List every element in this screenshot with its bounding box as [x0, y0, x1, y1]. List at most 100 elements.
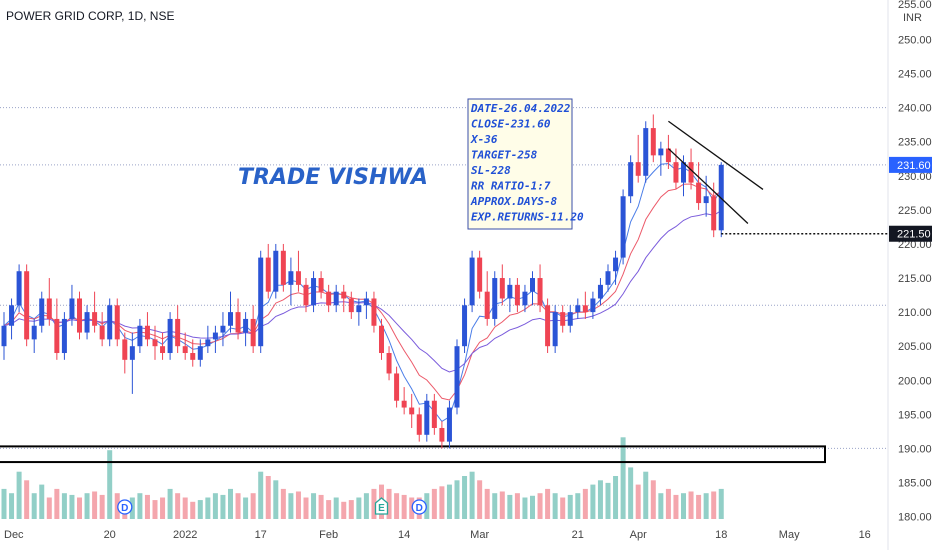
- volume-bar: [469, 471, 475, 519]
- candle: [597, 278, 603, 306]
- candle: [205, 325, 211, 354]
- volume-bar: [137, 493, 143, 519]
- candle: [114, 298, 120, 347]
- volume-bar: [567, 494, 573, 519]
- candle-body: [182, 346, 188, 354]
- volume-bar: [341, 501, 347, 519]
- candle: [99, 312, 105, 347]
- volume-bar: [582, 488, 588, 519]
- candle-body: [341, 291, 347, 299]
- volume-bar: [99, 494, 105, 519]
- x-tick-label: 2022: [173, 529, 197, 541]
- candle-body: [530, 278, 535, 292]
- annotation-box: DATE-26.04.2022 CLOSE-231.60 X-36 TARGET-25…: [467, 98, 584, 230]
- volume-bar: [303, 497, 309, 519]
- candle-body: [688, 162, 694, 183]
- candle-body: [597, 284, 603, 299]
- candles: [1, 114, 724, 449]
- candle: [273, 243, 279, 299]
- candle: [160, 332, 166, 360]
- volume-bar: [235, 493, 241, 519]
- volume-bar: [371, 488, 377, 519]
- volume-bar: [311, 493, 317, 519]
- volume-bar: [431, 488, 437, 519]
- y-tick-label: 205.00: [898, 341, 932, 353]
- candle: [228, 291, 233, 333]
- volume-bar: [31, 493, 37, 519]
- volume-bar: [665, 488, 671, 519]
- candle-body: [318, 278, 324, 292]
- x-tick-label: Mar: [470, 529, 489, 541]
- candle: [545, 298, 551, 354]
- candle-body: [77, 298, 82, 333]
- level-price-badge: 221.50: [889, 225, 932, 242]
- candle: [1, 312, 7, 360]
- candle: [295, 250, 301, 292]
- candle-body: [379, 325, 384, 354]
- candle-body: [537, 278, 543, 306]
- candle: [356, 298, 362, 326]
- candle-body: [703, 196, 709, 204]
- candle: [643, 121, 649, 183]
- x-axis: Dec 20 2022 17 Feb 14 Mar 21 Apr 18 May 16: [4, 529, 871, 541]
- candle: [499, 264, 505, 306]
- candle-body: [250, 318, 256, 347]
- candle-body: [54, 318, 60, 354]
- candle: [446, 400, 452, 449]
- channel-upper-line: [668, 120, 764, 190]
- candle-body: [514, 284, 520, 306]
- candle: [250, 305, 256, 354]
- candle: [265, 243, 271, 299]
- volume-bar: [514, 493, 520, 519]
- volume-bar: [92, 491, 98, 519]
- candle-body: [137, 325, 143, 347]
- y-tick-label: 230.00: [898, 171, 932, 183]
- zone-rectangle: [0, 445, 826, 464]
- candle: [537, 264, 543, 313]
- candle-body: [696, 182, 702, 204]
- candle-body: [356, 305, 362, 313]
- candle: [492, 271, 498, 326]
- candle: [31, 318, 37, 354]
- volume-bar: [597, 480, 603, 519]
- candle: [9, 298, 15, 340]
- candle: [348, 291, 354, 319]
- candle-body: [326, 291, 332, 306]
- candle: [477, 250, 483, 299]
- x-tick-label: Feb: [319, 529, 338, 541]
- volume-bar: [484, 488, 490, 519]
- candle-body: [446, 407, 452, 442]
- candle-body: [401, 400, 407, 408]
- currency-label: INR: [903, 12, 922, 24]
- candle-body: [122, 339, 128, 360]
- candle-body: [665, 148, 671, 163]
- volume-bar: [250, 493, 256, 519]
- event-markers: D DE: [117, 497, 427, 515]
- volume-bar: [688, 491, 694, 519]
- volume-bar: [394, 493, 400, 519]
- candle-body: [567, 312, 573, 326]
- channel-lines: [667, 120, 888, 235]
- candle-body: [658, 148, 664, 156]
- candle: [582, 291, 588, 319]
- volume-bar: [462, 476, 468, 519]
- volume-bar: [348, 500, 354, 519]
- candle: [311, 271, 317, 313]
- candle-body: [620, 196, 626, 258]
- candle-body: [107, 305, 113, 340]
- grid-lines: [0, 0, 889, 550]
- candle: [439, 421, 445, 449]
- volume-bar: [1, 488, 7, 519]
- candle-body: [605, 271, 611, 285]
- candle: [620, 189, 626, 265]
- candle-body: [144, 325, 150, 340]
- candle-body: [582, 305, 588, 313]
- candle: [288, 257, 294, 306]
- candle-body: [303, 284, 309, 306]
- volume-bar: [522, 497, 528, 519]
- volume-bar: [356, 497, 362, 519]
- x-tick-label: 14: [398, 529, 410, 541]
- candle: [409, 393, 415, 428]
- event-marker-shape: [117, 499, 133, 515]
- y-tick-label: 220.00: [898, 239, 932, 251]
